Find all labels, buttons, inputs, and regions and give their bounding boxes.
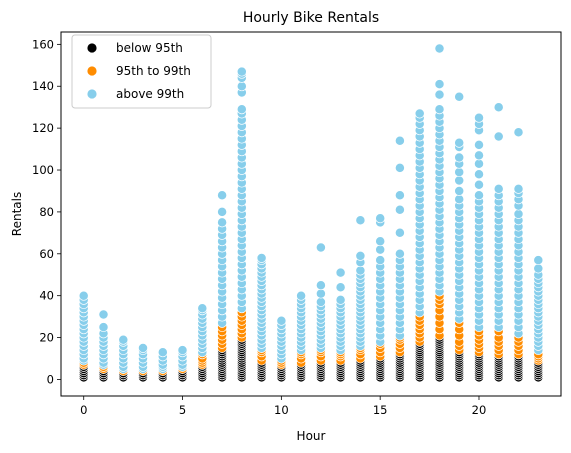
data-point [118,334,129,345]
data-point [533,263,544,274]
data-point [78,290,89,301]
data-point [493,102,504,113]
legend-label-95th-to-99th: 95th to 99th [116,64,191,78]
data-point [394,162,405,173]
data-point [98,309,109,320]
data-point [315,242,326,253]
y-tick-label: 40 [39,289,54,303]
legend: below 95th 95th to 99th above 99th [71,34,212,109]
y-tick-label: 80 [39,205,54,219]
legend-marker-below-95th [86,42,98,54]
data-point [335,267,346,278]
data-point [454,194,465,205]
data-point [375,213,386,224]
y-tick-label: 140 [32,79,54,93]
data-point [335,294,346,305]
data-point [394,135,405,146]
data-point [177,345,188,356]
data-point [217,206,228,217]
y-tick-label: 60 [39,247,54,261]
data-point [315,288,326,299]
data-point [474,112,484,123]
y-tick-label: 120 [32,121,54,135]
data-point [454,175,465,186]
data-point [197,303,208,314]
data-point [454,137,465,148]
y-axis: 0 20 40 60 80 100 120 140 160 [32,37,61,386]
data-point [394,227,405,238]
data-point [276,315,287,326]
data-point [474,169,484,180]
data-point [454,91,465,102]
x-tick-label: 15 [373,403,388,417]
data-point [375,244,386,255]
data-point [434,89,445,100]
x-tick-label: 0 [80,403,87,417]
legend-label-below-95th: below 95th [116,41,183,55]
data-point [474,150,484,161]
data-point [533,255,544,266]
data-point [474,190,484,201]
data-point [474,179,484,190]
data-point [513,183,524,194]
axes-frame [60,31,562,397]
data-point [414,108,425,119]
data-point [138,343,148,353]
data-point [434,79,445,90]
data-point [513,209,524,219]
data-point [355,215,366,226]
legend-label-above-99th: above 99th [116,87,184,101]
plot-area [78,43,544,383]
data-point [315,280,326,291]
data-point [335,282,346,293]
data-point [236,81,247,92]
data-point [394,190,405,201]
data-point [236,104,247,115]
legend-box [71,34,212,109]
data-point [434,104,445,115]
data-point [454,186,465,196]
data-point [217,190,228,201]
data-point [296,290,307,301]
data-point [375,236,386,247]
x-axis-label: Hour [297,429,326,443]
x-tick-label: 5 [179,403,186,417]
data-point [217,217,228,228]
legend-marker-95th-to-99th [86,65,98,77]
data-point [355,265,366,276]
y-tick-label: 20 [39,331,54,345]
data-point [493,131,504,142]
data-point [474,139,484,150]
y-axis-label: Rentals [10,192,24,236]
x-axis: 0 5 10 15 20 [80,396,486,417]
data-point [454,167,465,178]
data-point [98,322,109,333]
data-point [375,255,386,266]
y-tick-label: 100 [32,163,54,177]
data-point [513,127,524,138]
data-point [474,158,484,169]
data-point [355,250,366,261]
series-above-99th [78,43,544,374]
data-point [454,152,465,163]
data-point [434,43,445,54]
data-point [157,347,168,358]
data-point [493,183,504,194]
data-point [394,204,405,215]
y-tick-label: 160 [32,37,54,51]
legend-marker-above-99th [86,88,98,100]
x-tick-label: 20 [472,403,487,417]
x-tick-label: 10 [274,403,289,417]
y-tick-label: 0 [47,372,54,386]
chart-title: Hourly Bike Rentals [243,10,379,26]
data-point [315,297,326,307]
data-point [236,66,247,77]
data-point [256,253,267,263]
data-point [394,248,405,259]
